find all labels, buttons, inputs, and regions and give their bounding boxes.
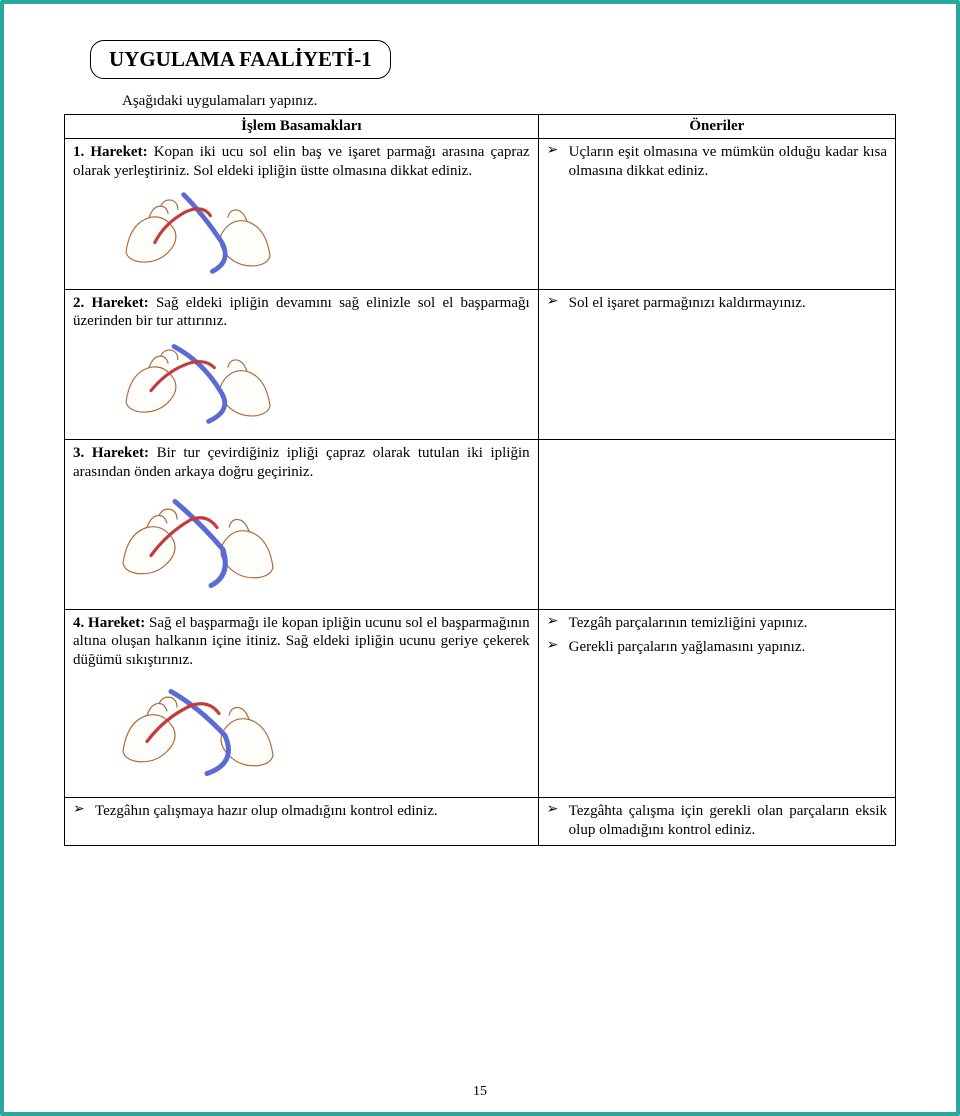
table-row: 1. Hareket: Kopan iki ucu sol elin baş v… (65, 139, 896, 290)
page-number: 15 (4, 1084, 956, 1100)
activity-title-box: UYGULAMA FAALİYETİ-1 (90, 40, 391, 79)
step-label: 3. Hareket: (73, 445, 149, 461)
step-text: 1. Hareket: Kopan iki ucu sol elin baş v… (73, 143, 530, 181)
table-row: 2. Hareket: Sağ eldeki ipliğin devamını … (65, 289, 896, 440)
intro-text: Aşağıdaki uygulamaları yapınız. (122, 93, 896, 110)
step-label: 4. Hareket: (73, 615, 145, 631)
suggestion-bullet: ➢ Tezgâhta çalışma için gerekli olan parç… (547, 802, 887, 840)
table-row: ➢ Tezgâhın çalışmaya hazır olup olmadığın… (65, 797, 896, 846)
steps-table: İşlem Basamakları Öneriler 1. Hareket: K… (64, 114, 896, 846)
knot-illustration-svg (113, 486, 283, 601)
step-cell: 2. Hareket: Sağ eldeki ipliğin devamını … (65, 289, 539, 440)
table-header-row: İşlem Basamakları Öneriler (65, 115, 896, 139)
suggestion-cell: ➢ Tezgâhta çalışma için gerekli olan parç… (538, 797, 895, 846)
knot-illustration-svg (113, 185, 283, 281)
step-label: 2. Hareket: (73, 295, 149, 311)
steps-table-body: İşlem Basamakları Öneriler 1. Hareket: K… (65, 115, 896, 846)
arrow-icon: ➢ (547, 614, 561, 631)
step-text: 4. Hareket: Sağ el başparmağı ile kopan … (73, 614, 530, 670)
left-bullet-text: Tezgâhın çalışmaya hazır olup olmadığını… (95, 802, 530, 821)
suggestion-cell: ➢ Tezgâh parçalarının temizliğini yapınız… (538, 609, 895, 797)
suggestion-text: Gerekli parçaların yağlamasını yapınız. (569, 638, 887, 657)
document-page: UYGULAMA FAALİYETİ-1 Aşağıdaki uygulamal… (0, 0, 960, 1116)
suggestion-text: Tezgâhta çalışma için gerekli olan parça… (569, 802, 887, 840)
suggestion-cell (538, 440, 895, 610)
suggestion-text: Sol el işaret parmağınızı kaldırmayınız. (569, 294, 887, 313)
step-cell: ➢ Tezgâhın çalışmaya hazır olup olmadığın… (65, 797, 539, 846)
suggestion-bullet: ➢ Gerekli parçaların yağlamasını yapınız. (547, 638, 887, 657)
arrow-icon: ➢ (547, 294, 561, 311)
suggestion-bullet: ➢ Uçların eşit olmasına ve mümkün olduğu … (547, 143, 887, 181)
step-cell: 1. Hareket: Kopan iki ucu sol elin baş v… (65, 139, 539, 290)
step-cell: 4. Hareket: Sağ el başparmağı ile kopan … (65, 609, 539, 797)
table-row: 4. Hareket: Sağ el başparmağı ile kopan … (65, 609, 896, 797)
suggestion-cell: ➢ Uçların eşit olmasına ve mümkün olduğu … (538, 139, 895, 290)
knot-illustration (113, 335, 283, 431)
step-label: 1. Hareket: (73, 144, 148, 160)
suggestion-text: Uçların eşit olmasına ve mümkün olduğu k… (569, 143, 887, 181)
step-text: 3. Hareket: Bir tur çevirdiğiniz ipliği … (73, 444, 530, 482)
column-header-right: Öneriler (538, 115, 895, 139)
step-cell: 3. Hareket: Bir tur çevirdiğiniz ipliği … (65, 440, 539, 610)
knot-illustration (113, 486, 283, 601)
step-text: 2. Hareket: Sağ eldeki ipliğin devamını … (73, 294, 530, 332)
table-row: 3. Hareket: Bir tur çevirdiğiniz ipliği … (65, 440, 896, 610)
arrow-icon: ➢ (73, 802, 87, 819)
knot-illustration-svg (113, 335, 283, 431)
suggestion-cell: ➢ Sol el işaret parmağınızı kaldırmayınız… (538, 289, 895, 440)
activity-title: UYGULAMA FAALİYETİ-1 (109, 47, 372, 71)
suggestion-text: Tezgâh parçalarının temizliğini yapınız. (569, 614, 887, 633)
knot-illustration (113, 674, 283, 789)
knot-illustration (113, 185, 283, 281)
suggestion-bullet: ➢ Tezgâh parçalarının temizliğini yapınız… (547, 614, 887, 633)
suggestion-bullet: ➢ Sol el işaret parmağınızı kaldırmayınız… (547, 294, 887, 313)
arrow-icon: ➢ (547, 143, 561, 160)
left-bullet: ➢ Tezgâhın çalışmaya hazır olup olmadığın… (73, 802, 530, 821)
arrow-icon: ➢ (547, 802, 561, 819)
knot-illustration-svg (113, 674, 283, 789)
column-header-left: İşlem Basamakları (65, 115, 539, 139)
arrow-icon: ➢ (547, 638, 561, 655)
